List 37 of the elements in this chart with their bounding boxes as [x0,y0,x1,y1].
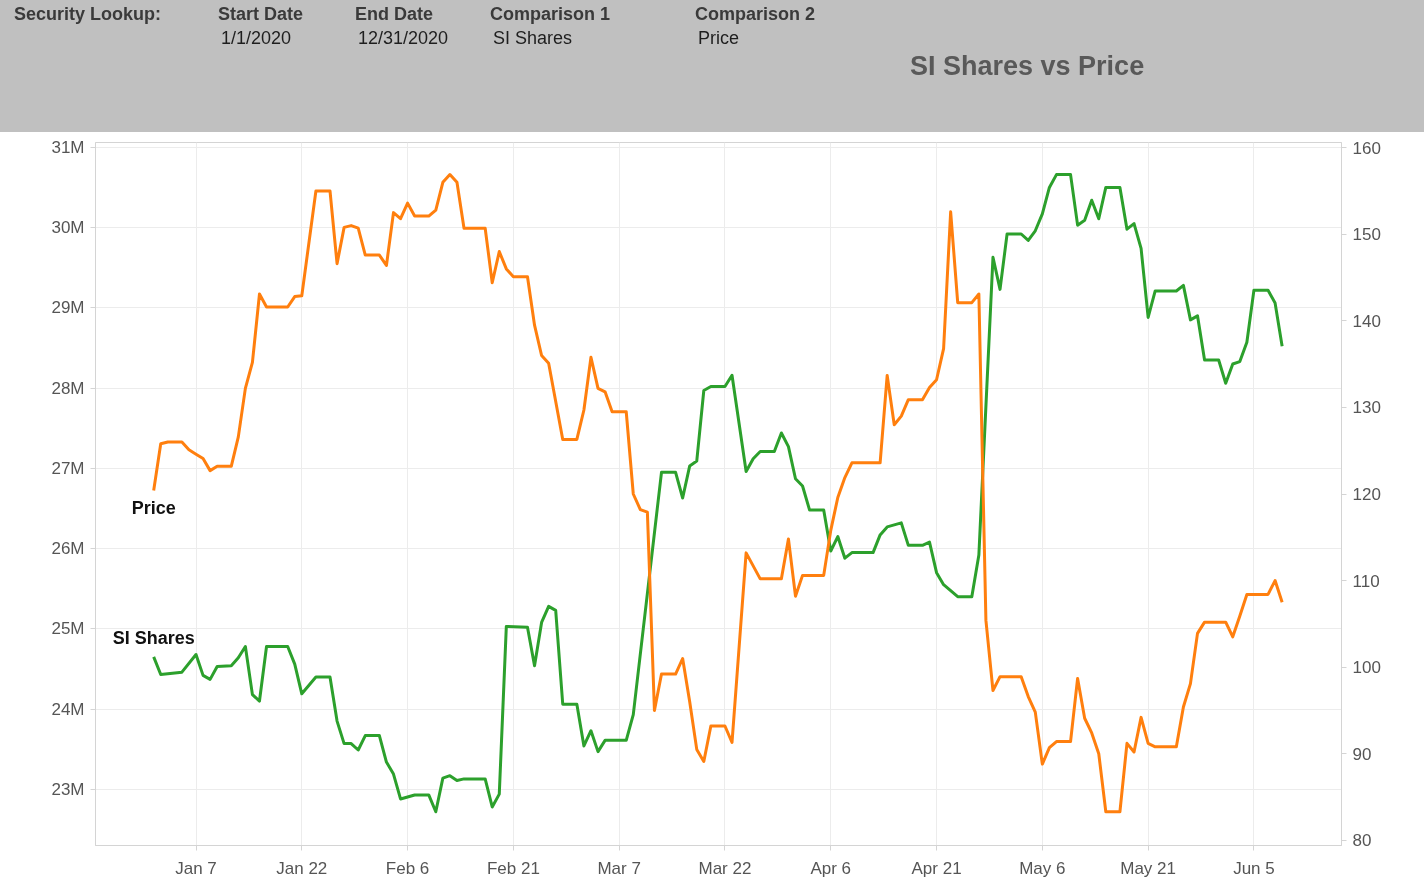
y2-tick-label: 160 [1352,138,1381,158]
x-tick-label: May 21 [1120,858,1177,878]
y-tick-label: 31M [51,137,85,157]
x-tick-label: Mar 7 [597,858,641,878]
text: Start Date 1/1/2020 [218,3,304,50]
y2-tick-label: 150 [1352,225,1381,245]
text: Comparison 2 Price [695,3,816,50]
series-label: SI Shares [112,627,195,648]
y2-tick-label: 90 [1352,744,1372,764]
y2-tick-label: 120 [1352,485,1381,504]
y-tick-label: 23M [51,779,85,799]
y-tick-label: 28M [51,378,85,398]
x-tick-label: Jun 5 [1233,858,1275,878]
y2-tick-label: 80 [1352,831,1372,851]
text: End Date 12/31/2020 [355,3,449,50]
x-tick-label: Feb 6 [385,858,430,878]
y-tick-label: 29M [51,298,85,318]
y2-tick-label: 130 [1352,398,1381,418]
text: Comparison 1 SI Shares [490,3,611,50]
y2-tick-label: 100 [1352,658,1381,678]
x-tick-label: Apr 21 [911,858,962,878]
y-tick-label: 24M [51,699,85,719]
x-tick-label: Apr 6 [810,858,852,878]
y-tick-label: 30M [51,218,85,238]
x-tick-label: Feb 21 [486,858,540,878]
x-tick-label: May 6 [1019,858,1066,878]
x-tick-label: Jan 7 [175,858,217,878]
y2-tick-label: 140 [1352,311,1381,331]
y2-tick-label: 110 [1352,571,1380,591]
x-tick-label: Mar 22 [698,858,752,878]
series-label: Price [131,497,176,518]
x-tick-label: Jan 22 [276,858,328,878]
text: Security Lookup: [14,3,162,26]
y-tick-label: 27M [51,458,85,478]
y-tick-label: 25M [51,619,85,639]
chart-title: SI Shares vs Price [910,50,1145,83]
y-tick-label: 26M [51,539,85,559]
